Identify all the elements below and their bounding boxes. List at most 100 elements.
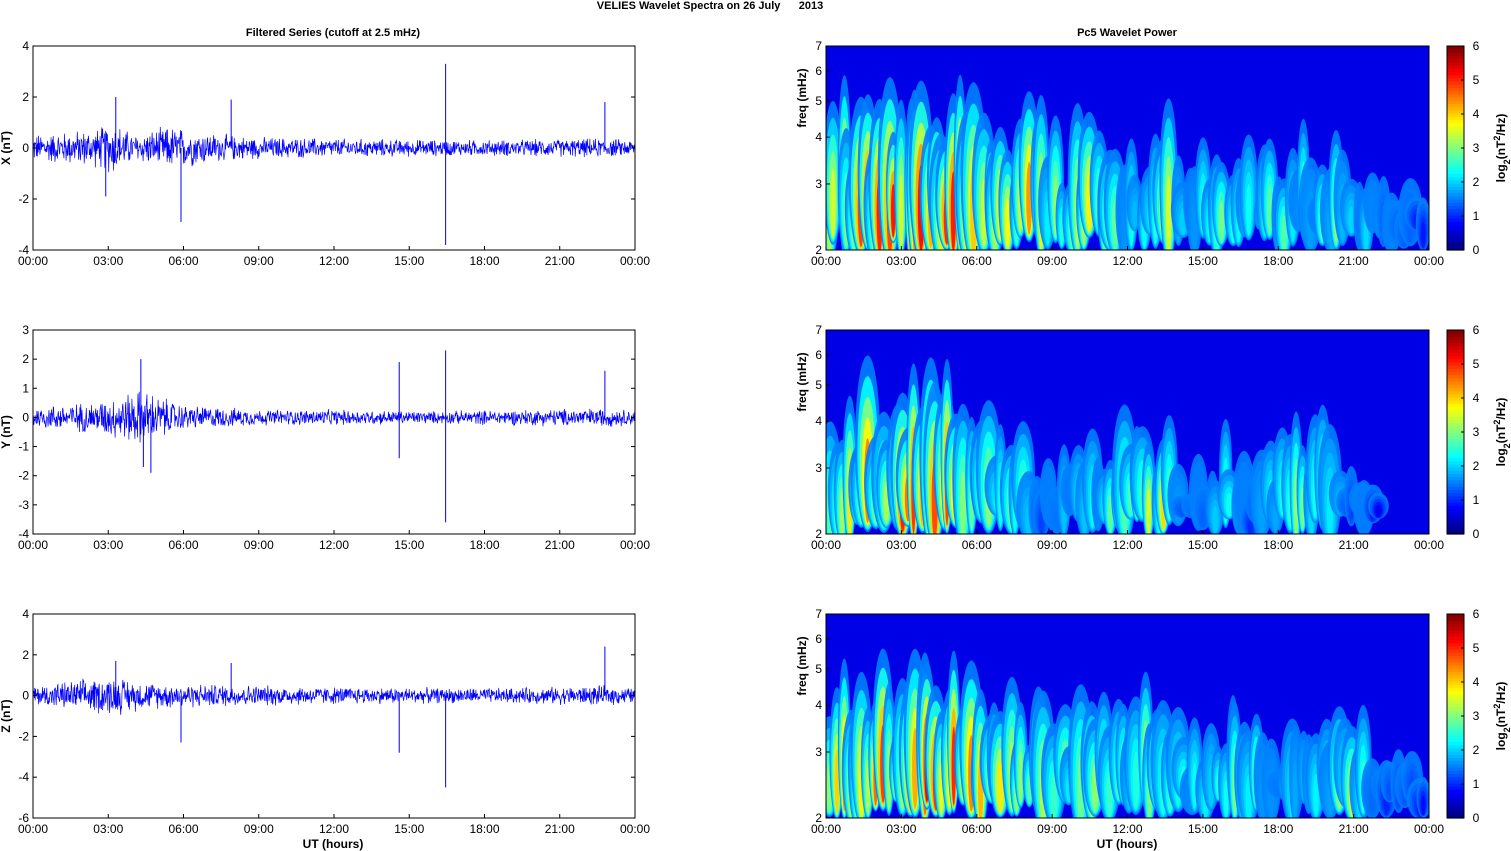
colorbar-cell [1447,167,1464,171]
colorbar-label: log2(nT2/Hz) [1492,398,1511,467]
series-xtick-label: 00:00 [620,822,650,836]
colorbar-cell [1447,100,1464,104]
series-xtick-label: 06:00 [168,822,198,836]
y-tick-label: 3 [815,177,822,191]
colorbar-cell [1447,467,1464,471]
colorbar-cell [1447,696,1464,701]
heatmap-cell [1192,208,1197,250]
colorbar-cell [1447,671,1464,676]
colorbar-tick-label: 5 [1473,73,1480,87]
heatmap-cell [1005,198,1011,249]
y-axis-label: freq (mHz) [795,68,809,127]
colorbar-cell [1447,483,1464,487]
colorbar-cell [1447,741,1464,746]
colorbar-cell [1447,498,1464,503]
y-axis-label: X (nT) [0,131,13,165]
heatmap-cell [1146,488,1151,534]
colorbar-cell [1447,202,1464,206]
colorbar-cell [1447,125,1464,130]
colorbar-cell [1447,690,1464,695]
y-tick-label: -2 [18,729,29,743]
series-xtick-label: 09:00 [244,538,274,552]
colorbar-cell [1447,703,1464,708]
colorbar-cell [1447,381,1464,385]
series-line [32,127,636,173]
colorbar-cell [1447,444,1464,449]
colorbar-cell [1447,642,1464,647]
series-xtick-label: 03:00 [93,822,123,836]
colorbar-cell [1447,763,1464,768]
colorbar-cell [1447,802,1464,806]
series-xtick-label: 18:00 [469,538,499,552]
wavelet-xtick-label: 06:00 [962,822,992,836]
colorbar-cell [1447,106,1464,111]
wavelet-xtick-label: 18:00 [1263,822,1293,836]
colorbar-cell [1447,716,1464,720]
heatmap-cell [1293,771,1298,818]
y-tick-label: 5 [815,94,822,108]
colorbar-cell [1447,342,1464,347]
colorbar-cell [1447,116,1464,120]
y-tick-label: 6 [815,632,822,646]
plot-area [33,614,635,818]
wavelet-xtick-label: 00:00 [811,538,841,552]
colorbar-cell [1447,221,1464,226]
colorbar-cell [1447,719,1464,723]
heatmap-cell [1420,222,1426,248]
colorbar-tick-label: 6 [1473,323,1480,337]
y-tick-label: -2 [18,469,29,483]
series-line [32,678,636,715]
colorbar-cell [1447,530,1464,535]
colorbar-cell [1447,684,1464,688]
colorbar-cell [1447,371,1464,376]
heatmap-cell [997,761,1004,813]
wavelet-xtick-label: 12:00 [1112,254,1142,268]
colorbar-cell [1447,655,1464,660]
colorbar-cell [1447,234,1464,238]
heatmap-cell [1375,505,1382,518]
colorbar-cell [1447,798,1464,803]
colorbar-cell [1447,463,1464,468]
colorbar-cell [1447,387,1464,392]
colorbar-tick-label: 3 [1473,141,1480,155]
colorbar-cell [1447,176,1464,181]
colorbar-tick-label: 0 [1473,243,1480,257]
colorbar-cell [1447,527,1464,532]
heatmap-cell [830,168,836,238]
series-xtick-label: 12:00 [319,822,349,836]
wavelet-xtick-label: 09:00 [1037,254,1067,268]
wavelet-xtick-label: 06:00 [962,538,992,552]
y-tick-label: 3 [815,745,822,759]
colorbar-cell [1447,639,1464,644]
y-tick-label: 3 [22,323,29,337]
colorbar-cell [1447,508,1464,513]
heatmap-cell [834,749,840,814]
y-tick-label: 4 [22,39,29,53]
colorbar-cell [1447,649,1464,653]
colorbar-cell [1447,435,1464,439]
wavelet-xtick-label: 00:00 [811,254,841,268]
y-tick-label: -4 [18,243,29,257]
colorbar-cell [1447,345,1464,350]
series-xtick-label: 06:00 [168,538,198,552]
series-xtick-label: 00:00 [18,538,48,552]
colorbar-cell [1447,237,1464,242]
colorbar-label: log2(nT2/Hz) [1492,682,1511,751]
colorbar-cell [1447,157,1464,162]
wavelet-panel-z: 2 3 4 5 6 7 00:00 03:00 06:00 09:00 12:00 15:00 18:0… [795,607,1511,836]
y-axis-label: freq (mHz) [795,636,809,695]
colorbar-cell [1447,87,1464,92]
colorbar-cell [1447,409,1464,414]
wavelet-xtick-label: 09:00 [1037,822,1067,836]
heatmap-cell [1223,779,1229,818]
colorbar-tick-label: 0 [1473,527,1480,541]
colorbar-cell [1447,782,1464,787]
colorbar-cell [1447,680,1464,685]
colorbar-cell [1447,789,1464,794]
colorbar-cell [1447,412,1464,417]
colorbar-tick-label: 4 [1473,391,1480,405]
figure-title: VELIES Wavelet Spectra on 26 July 2013 [597,0,823,12]
heatmap-cell [1313,774,1319,816]
colorbar-cell [1447,49,1464,53]
colorbar-tick-label: 5 [1473,357,1480,371]
